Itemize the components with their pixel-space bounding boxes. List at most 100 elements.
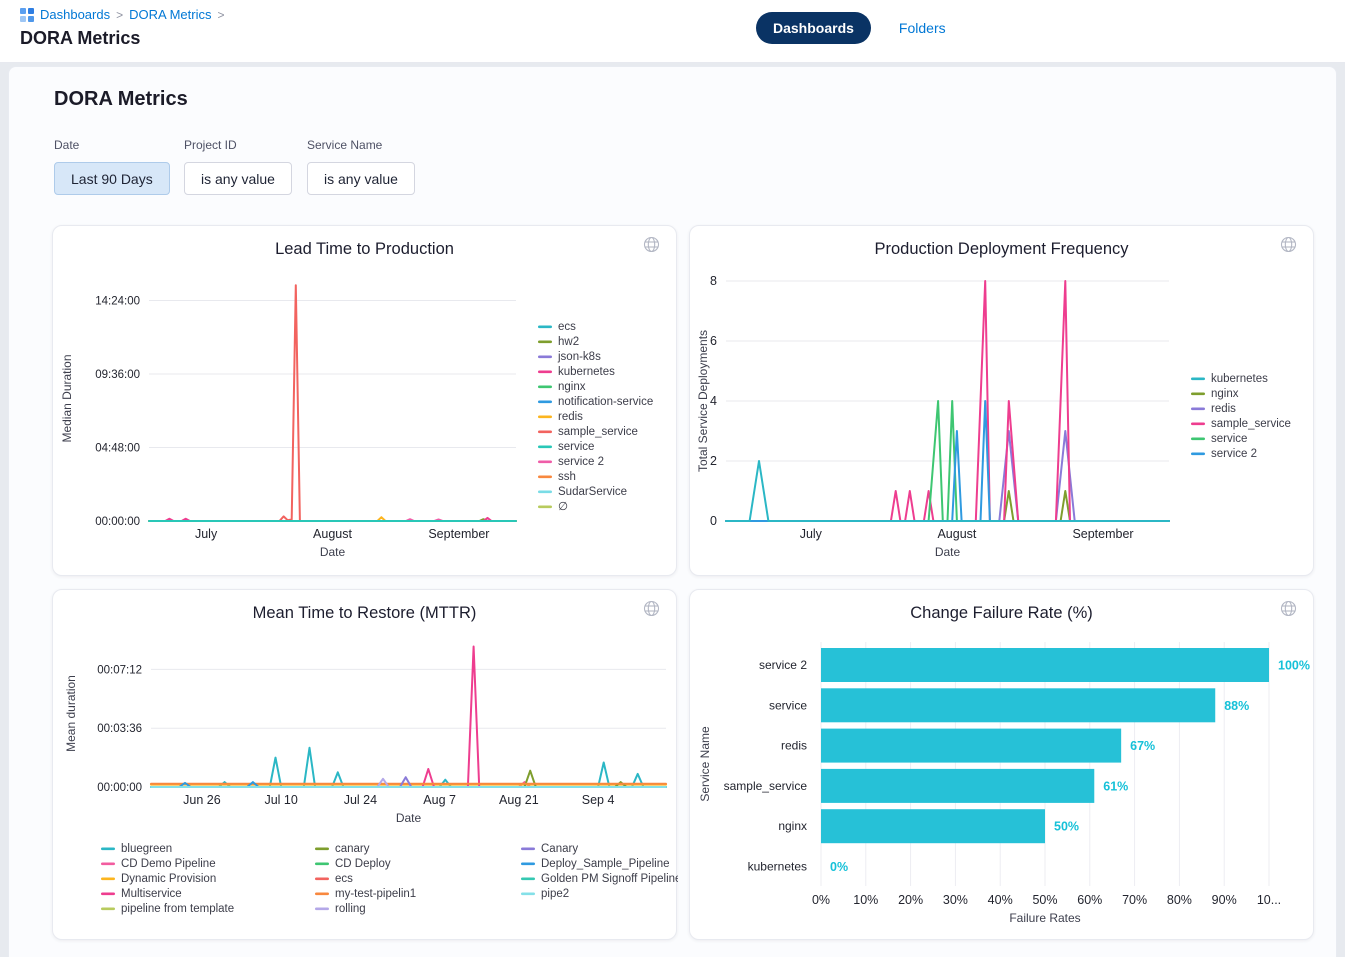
series-kubernetes [148, 516, 517, 522]
legend-swatch [538, 355, 552, 359]
series-sample_service [148, 284, 517, 522]
y-axis-title: Mean duration [64, 675, 78, 752]
filter-date-value-button[interactable]: Last 90 Days [54, 162, 170, 195]
x-tick-label: 10... [1257, 893, 1281, 907]
legend-item[interactable]: notification-service [558, 396, 653, 408]
filter-service-name-label: Service Name [307, 138, 383, 152]
legend-item[interactable]: hw2 [558, 336, 579, 348]
legend-item[interactable]: Dynamic Provision [121, 873, 216, 885]
legend-swatch [101, 907, 115, 911]
chart-title: Production Deployment Frequency [874, 240, 1129, 258]
legend-item[interactable]: SudarService [558, 486, 627, 498]
tab-folders[interactable]: Folders [898, 20, 946, 36]
filter-project-id-value-button[interactable]: is any value [184, 162, 292, 195]
x-tick-label: Aug 21 [499, 793, 539, 807]
legend-item[interactable]: json-k8s [557, 351, 601, 363]
tab-dashboards[interactable]: Dashboards [756, 12, 871, 44]
legend-item[interactable]: redis [558, 411, 583, 423]
legend-swatch [315, 892, 329, 896]
y-tick-label: 6 [710, 334, 717, 348]
legend-item[interactable]: canary [335, 843, 370, 855]
breadcrumb-dashboards-link[interactable]: Dashboards [40, 7, 111, 22]
globe-icon[interactable] [643, 236, 660, 258]
bar-value-label: 100% [1278, 659, 1310, 673]
legend-item[interactable]: nginx [1211, 388, 1239, 400]
breadcrumb-dora-metrics-link[interactable]: DORA Metrics [129, 7, 212, 22]
top-header: Dashboards > DORA Metrics > DORA Metrics… [0, 0, 1345, 62]
legend-swatch [1191, 437, 1205, 441]
lead-time-to-production-card: 00:00:00 04:48:00 09:36:00 14:24:00 July Augu… [52, 225, 677, 576]
legend-item[interactable]: rolling [335, 903, 366, 915]
legend-item[interactable]: service [1211, 433, 1247, 445]
legend-item[interactable]: CD Deploy [335, 858, 391, 870]
x-tick-label: September [1072, 527, 1133, 541]
x-tick-label: 80% [1167, 893, 1192, 907]
series-Multiservice [150, 645, 667, 788]
x-tick-label: 50% [1032, 893, 1057, 907]
legend-item[interactable]: Deploy_Sample_Pipeline [541, 858, 670, 870]
bar-value-label: 50% [1054, 820, 1079, 834]
y-tick-label: 14:24:00 [95, 296, 140, 308]
change-failure-rate-chart: 0% 10% 20% 30% 40% 50% 60% 70% 80% 90% 10... Failur… [698, 642, 1310, 925]
filter-project-id: Project ID is any value [184, 138, 292, 195]
legend-item[interactable]: redis [1211, 403, 1236, 415]
bar-sample_service[interactable] [821, 768, 1095, 803]
lead-time-chart: 00:00:00 04:48:00 09:36:00 14:24:00 July Augu… [60, 284, 653, 559]
category-label: nginx [778, 819, 807, 833]
legend-swatch [315, 907, 329, 911]
legend-item[interactable]: service [558, 441, 594, 453]
bar-redis[interactable] [821, 728, 1122, 763]
globe-icon[interactable] [1280, 600, 1297, 622]
x-axis-title: Date [935, 545, 961, 559]
legend-item[interactable]: nginx [558, 381, 586, 393]
legend-item[interactable]: my-test-pipelin1 [335, 888, 416, 900]
legend-item[interactable]: kubernetes [1211, 373, 1268, 385]
view-tabs: Dashboards Folders [756, 12, 946, 44]
y-tick-label: 2 [710, 454, 717, 468]
legend-item[interactable]: ∅ [558, 501, 568, 513]
x-axis-title: Date [396, 811, 422, 825]
bar-service 2[interactable] [821, 648, 1269, 682]
legend-item[interactable]: Canary [541, 843, 578, 855]
legend-item[interactable]: ecs [335, 873, 353, 885]
legend-item[interactable]: pipeline from template [121, 903, 234, 915]
legend-item[interactable]: sample_service [558, 426, 638, 438]
x-tick-label: August [937, 527, 976, 541]
filter-date: Date Last 90 Days [54, 138, 170, 195]
legend-item[interactable]: CD Demo Pipeline [121, 858, 216, 870]
y-axis-title: Total Service Deployments [696, 330, 710, 472]
legend-swatch [101, 862, 115, 866]
legend-item[interactable]: bluegreen [121, 843, 172, 855]
legend-swatch [521, 892, 535, 896]
x-tick-label: Jul 24 [344, 793, 377, 807]
legend-swatch [521, 847, 535, 851]
legend-item[interactable]: Golden PM Signoff Pipeline [541, 873, 678, 885]
globe-icon[interactable] [643, 600, 660, 622]
legend-item[interactable]: pipe2 [541, 888, 569, 900]
bar-nginx[interactable] [821, 809, 1045, 844]
bar-service[interactable] [821, 688, 1216, 723]
y-axis-title: Median Duration [60, 354, 74, 442]
legend-swatch [538, 370, 552, 374]
y-tick-label: 09:36:00 [95, 369, 140, 381]
legend-item[interactable]: kubernetes [558, 366, 615, 378]
legend-swatch [315, 877, 329, 881]
legend-swatch [1191, 377, 1205, 381]
legend-swatch [538, 490, 552, 494]
filter-date-label: Date [54, 138, 80, 152]
category-label: redis [781, 739, 807, 753]
legend-item[interactable]: Multiservice [121, 888, 182, 900]
legend-item[interactable]: service 2 [1211, 448, 1257, 460]
legend-item[interactable]: sample_service [1211, 418, 1291, 430]
legend-swatch [538, 475, 552, 479]
legend-swatch [1191, 392, 1205, 396]
legend-item[interactable]: ecs [558, 321, 576, 333]
category-label: kubernetes [748, 860, 807, 874]
legend-item[interactable]: service 2 [558, 456, 604, 468]
globe-icon[interactable] [1280, 236, 1297, 258]
change-failure-rate-card: 0% 10% 20% 30% 40% 50% 60% 70% 80% 90% 10... Failur… [689, 589, 1314, 940]
y-tick-label: 00:07:12 [97, 664, 142, 676]
legend-item[interactable]: ssh [558, 471, 576, 483]
filter-service-name-value-button[interactable]: is any value [307, 162, 415, 195]
legend-swatch [101, 847, 115, 851]
